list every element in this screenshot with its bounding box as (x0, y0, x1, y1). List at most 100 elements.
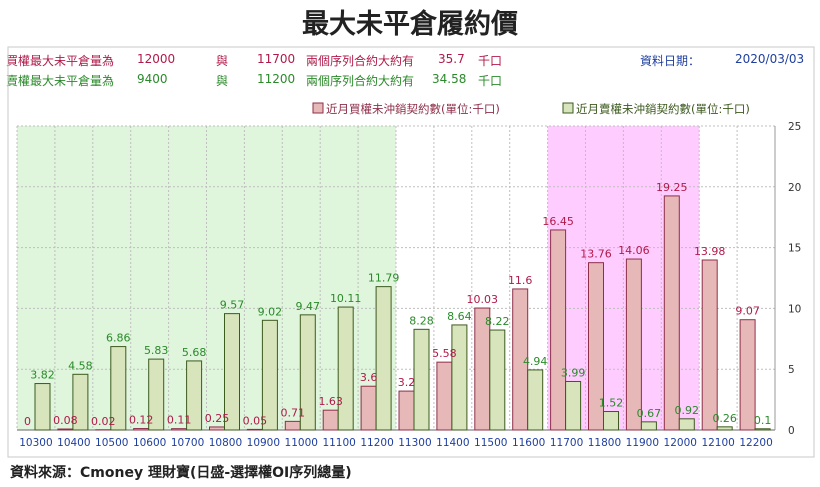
x-tick-label: 12100 (701, 437, 734, 449)
call-mid-text: 兩個序列合約大約有 (306, 54, 415, 68)
put-bar (148, 358, 165, 431)
x-tick-label: 12000 (664, 437, 697, 449)
put-bar (337, 306, 354, 431)
x-tick-label: 11900 (626, 437, 659, 449)
put-data-label: 3.82 (30, 369, 55, 382)
call-data-label: 0 (24, 415, 31, 428)
y-tick-label: 25 (788, 121, 801, 133)
x-tick-label: 10900 (247, 437, 280, 449)
put-bar (34, 383, 51, 431)
x-tick-label: 11300 (398, 437, 431, 449)
x-tick-label: 11700 (550, 437, 583, 449)
put-data-label: 8.28 (409, 314, 434, 327)
put-data-label: 8.64 (447, 310, 472, 323)
put-bar (224, 313, 240, 431)
put-bar (678, 418, 695, 431)
x-tick-label: 11500 (474, 437, 507, 449)
put-bar (375, 286, 392, 431)
x-tick-label: 12200 (739, 437, 772, 449)
y-tick-label: 5 (788, 364, 795, 376)
call-bar (360, 385, 377, 431)
x-tick-label: 10800 (209, 437, 242, 449)
legend-put-label: 近月賣權未沖銷契約數(單位:千口) (576, 102, 750, 116)
put-data-label: 9.47 (296, 300, 321, 313)
call-bar (133, 428, 150, 431)
call-bar (209, 426, 225, 431)
call-bar (284, 420, 301, 431)
put-data-label: 0.26 (712, 412, 737, 425)
put-and: 與 (216, 74, 229, 88)
call-bar (398, 390, 415, 431)
call-data-label: 5.58 (432, 347, 457, 360)
x-tick-label: 11000 (285, 437, 318, 449)
call-unit: 千口 (478, 54, 503, 68)
call-bar (171, 428, 188, 431)
put-data-label: 8.22 (485, 315, 510, 328)
call-value-1: 12000 (137, 52, 176, 66)
x-tick-label: 11100 (322, 437, 355, 449)
put-bar (603, 411, 619, 431)
date-label: 資料日期： (640, 54, 701, 68)
put-bar (489, 329, 506, 431)
call-data-label: 16.45 (542, 215, 574, 228)
put-amount: 34.58 (432, 72, 467, 86)
put-bar (716, 426, 733, 431)
x-tick-label: 11600 (512, 437, 545, 449)
y-tick-label: 20 (788, 182, 801, 194)
call-bar (663, 195, 680, 431)
chart-frame (7, 46, 815, 458)
put-label: 賣權最大未平倉量為 (6, 74, 115, 88)
put-data-label: 0.1 (754, 414, 772, 427)
put-bar (261, 319, 278, 431)
put-data-label: 5.68 (182, 346, 207, 359)
put-bar (186, 360, 203, 431)
call-amount: 35.7 (438, 52, 465, 66)
x-tick-label: 10700 (171, 437, 204, 449)
call-bar (739, 319, 756, 431)
call-data-label: 1.63 (318, 395, 343, 408)
x-tick-label: 10300 (19, 437, 52, 449)
call-bar (625, 258, 642, 431)
legend-put-swatch (562, 102, 574, 114)
call-bar (550, 229, 567, 431)
call-data-label: 0.08 (53, 414, 78, 427)
call-data-label: 0.05 (243, 414, 268, 427)
call-data-label: 10.03 (467, 293, 499, 306)
x-tick-label: 10400 (57, 437, 90, 449)
call-data-label: 0.71 (281, 406, 306, 419)
x-tick-label: 11200 (360, 437, 393, 449)
source-note: 資料來源：Cmoney 理財寶(日盛-選擇權OI序列總量) (10, 465, 352, 481)
call-bar (322, 409, 339, 431)
call-data-label: 0.02 (91, 415, 116, 428)
put-data-label: 0.92 (675, 404, 700, 417)
legend-call-swatch (312, 102, 324, 114)
put-data-label: 6.86 (106, 332, 131, 345)
call-data-label: 19.25 (656, 181, 688, 194)
call-bar (57, 428, 74, 431)
call-data-label: 14.06 (618, 244, 650, 257)
x-tick-label: 11400 (436, 437, 469, 449)
put-unit: 千口 (478, 74, 503, 88)
put-bar (527, 369, 544, 431)
put-bar (72, 373, 89, 431)
call-data-label: 11.6 (508, 274, 533, 287)
put-bar (413, 328, 430, 431)
call-bar (436, 361, 453, 431)
put-bar (565, 380, 582, 431)
x-tick-label: 10500 (95, 437, 128, 449)
put-bar (640, 421, 657, 431)
x-tick-label: 11800 (588, 437, 621, 449)
page-title: 最大未平倉履約價 (302, 9, 518, 40)
put-bar (110, 346, 127, 431)
put-data-label: 0.67 (637, 407, 662, 420)
put-data-label: 11.79 (368, 272, 400, 285)
call-data-label: 0.25 (205, 412, 230, 425)
y-tick-label: 15 (788, 243, 801, 255)
put-mid-text: 兩個序列合約大約有 (306, 74, 415, 88)
put-value-2: 11200 (257, 72, 296, 86)
put-data-label: 4.58 (68, 359, 93, 372)
put-bar (754, 428, 771, 431)
call-data-label: 13.98 (694, 245, 726, 258)
x-tick-label: 10600 (133, 437, 166, 449)
